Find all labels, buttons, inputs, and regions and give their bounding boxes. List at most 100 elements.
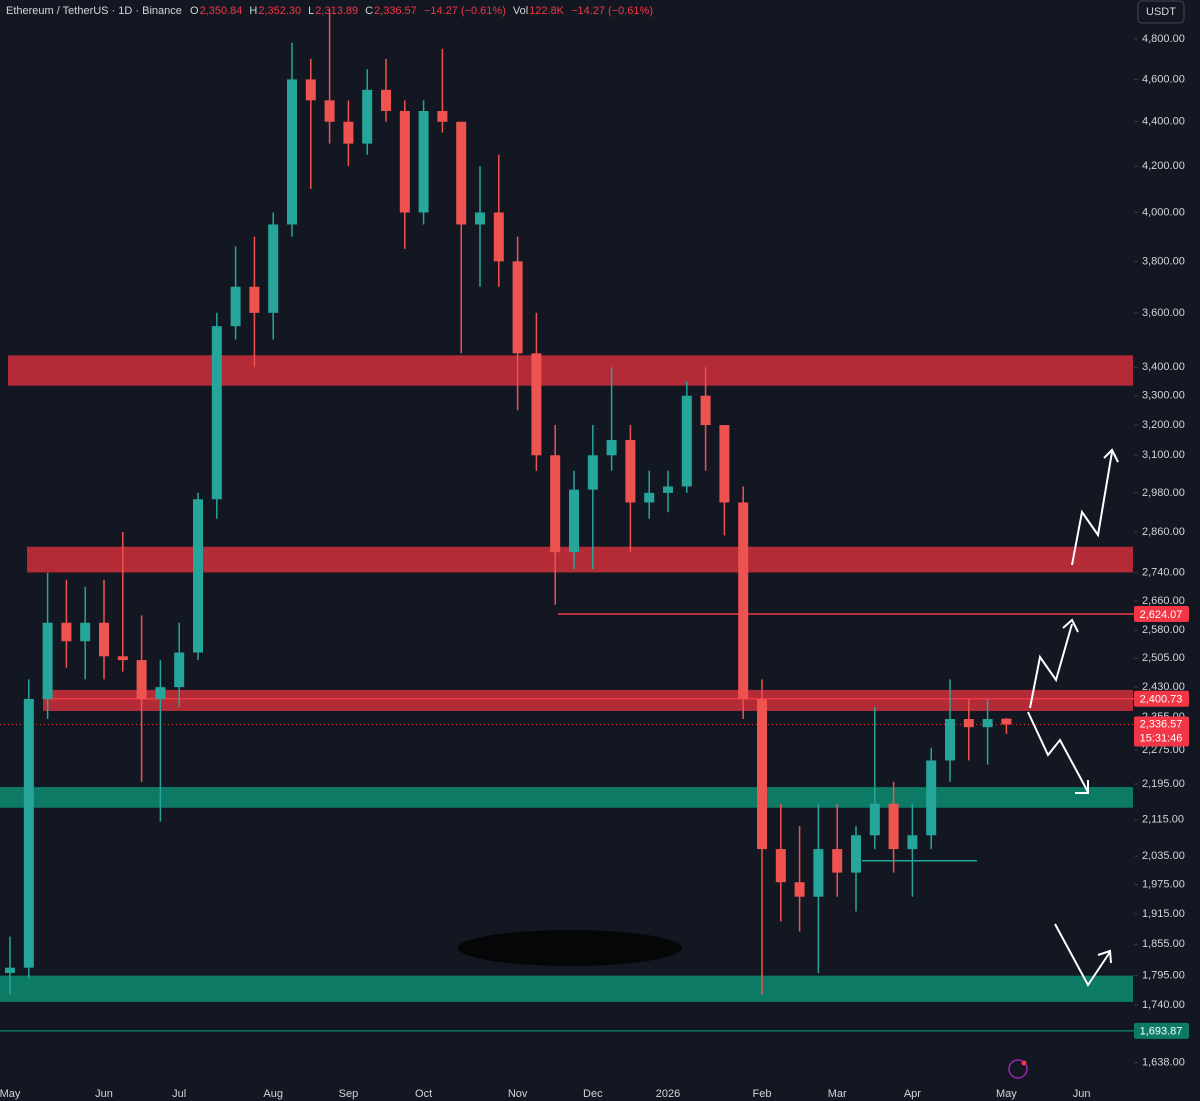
candle-body xyxy=(794,882,805,897)
y-tick-label: 3,800.00 xyxy=(1142,255,1185,267)
candle-body xyxy=(230,286,241,327)
candle-body xyxy=(512,261,523,354)
candle-body xyxy=(757,698,767,850)
candle-body xyxy=(80,622,91,642)
y-tick-label: 2,275.00 xyxy=(1142,744,1185,756)
scribble xyxy=(458,930,682,966)
x-axis: May Jun Jul Aug Sep Oct Nov Dec 2026 Feb Mar Apr May… xyxy=(0,1088,1090,1100)
candle-body xyxy=(851,835,861,873)
y-tick-label: 2,035.00 xyxy=(1142,850,1185,862)
current-price-tag xyxy=(1134,716,1189,747)
candle-body xyxy=(42,622,53,699)
y-tick-label: 1,855.00 xyxy=(1142,938,1185,950)
candle-body xyxy=(268,224,279,313)
level-tag xyxy=(1134,690,1189,707)
y-tick-label: 1,975.00 xyxy=(1142,878,1185,890)
candle-body xyxy=(362,89,373,144)
x-tick-label: Oct xyxy=(415,1088,432,1100)
candle-body xyxy=(475,212,485,225)
y-tick-label: 1,638.00 xyxy=(1142,1057,1185,1069)
candle-body xyxy=(61,622,72,642)
price-axis xyxy=(1134,0,1200,1101)
candle-body xyxy=(117,656,128,661)
candle-body xyxy=(907,835,918,850)
candle-body xyxy=(719,425,730,503)
candle-body xyxy=(23,698,34,968)
y-axis: 4,800.00 4,600.00 4,400.00 4,200.00 4,000.00… xyxy=(1134,33,1185,1069)
candle-body xyxy=(926,760,937,836)
candle-body xyxy=(1001,718,1012,725)
y-tick-label: 2,980.00 xyxy=(1142,487,1185,499)
header-value: −14.27 (−0.61%) xyxy=(424,5,506,17)
y-tick-label: 2,195.00 xyxy=(1142,778,1185,790)
ohlc-header: O 2,350.84 H 2,352.30 L 2,313.89 C 2,336.57 −14.… xyxy=(190,5,653,17)
alert-icon[interactable] xyxy=(1008,1059,1028,1079)
candle-body xyxy=(399,110,410,213)
candle-body xyxy=(550,455,561,553)
y-tick-label: 1,740.00 xyxy=(1142,999,1185,1011)
header-value: 2,313.89 xyxy=(315,5,358,17)
arrow-head xyxy=(1075,780,1089,794)
y-tick-label: 3,300.00 xyxy=(1142,390,1185,402)
x-tick-label: 2026 xyxy=(656,1088,680,1100)
y-tick-label: 2,740.00 xyxy=(1142,567,1185,579)
y-tick-label: 1,915.00 xyxy=(1142,908,1185,920)
candle-body xyxy=(99,622,109,657)
chart-title: Ethereum / TetherUS · 1D · Binance xyxy=(6,5,182,17)
currency-button[interactable] xyxy=(1137,0,1185,24)
candle-body xyxy=(644,492,655,503)
zone xyxy=(0,787,1133,808)
header-value: 2,350.84 xyxy=(200,5,243,17)
candle-body xyxy=(211,326,222,500)
y-tick-label: 3,400.00 xyxy=(1142,361,1185,373)
alert-dot xyxy=(1021,1060,1027,1066)
y-tick-label: 3,600.00 xyxy=(1142,307,1185,319)
levels xyxy=(0,613,1134,1032)
y-tick-label: 3,200.00 xyxy=(1142,419,1185,431)
candle-body xyxy=(249,286,260,313)
y-tick-label: 4,800.00 xyxy=(1142,33,1185,45)
currency-label[interactable]: USDT xyxy=(1146,6,1176,18)
zone xyxy=(43,689,1133,711)
candle-body xyxy=(136,660,147,699)
header-key: L xyxy=(308,5,314,17)
arrow-up-zigzag xyxy=(1071,451,1113,566)
x-tick-label: Dec xyxy=(583,1088,603,1100)
x-tick-label: Jun xyxy=(1073,1088,1091,1100)
candle-body xyxy=(193,499,203,653)
arrow-head xyxy=(1062,618,1079,633)
level-tag-label: 1,693.87 xyxy=(1140,1026,1183,1038)
y-tick-label: 3,100.00 xyxy=(1142,449,1185,461)
header-key: C xyxy=(365,5,373,17)
candle-body xyxy=(381,89,391,111)
candle-body xyxy=(493,212,504,262)
candle-body xyxy=(531,353,542,456)
candle-body xyxy=(587,455,598,490)
candle-body xyxy=(945,719,955,761)
arrow-bounce xyxy=(1054,923,1111,987)
level-tag-label: 2,624.07 xyxy=(1140,609,1183,621)
arrow-up-zigzag xyxy=(1029,623,1073,709)
y-tick-label: 2,860.00 xyxy=(1142,526,1185,538)
y-tick-label: 4,600.00 xyxy=(1142,73,1185,85)
x-tick-label: Mar xyxy=(828,1088,847,1100)
zone xyxy=(8,355,1133,386)
candle-body xyxy=(305,79,316,101)
candle-body xyxy=(888,803,899,850)
candle-body xyxy=(813,849,824,897)
candle-body xyxy=(437,110,448,122)
zones xyxy=(0,355,1133,1002)
header-value: −14.27 (−0.61%) xyxy=(571,5,653,17)
y-tick-label: 1,795.00 xyxy=(1142,970,1185,982)
y-tick-label: 4,000.00 xyxy=(1142,206,1185,218)
candle-body xyxy=(681,395,692,487)
y-tick-label: 2,430.00 xyxy=(1142,681,1185,693)
x-tick-label: Feb xyxy=(753,1088,772,1100)
candle-body xyxy=(963,719,974,728)
candle-body xyxy=(569,489,579,553)
x-tick-label: May xyxy=(0,1088,21,1100)
current-price-label: 2,336.57 xyxy=(1140,718,1183,730)
zone xyxy=(27,546,1133,573)
candle-body xyxy=(155,687,166,699)
